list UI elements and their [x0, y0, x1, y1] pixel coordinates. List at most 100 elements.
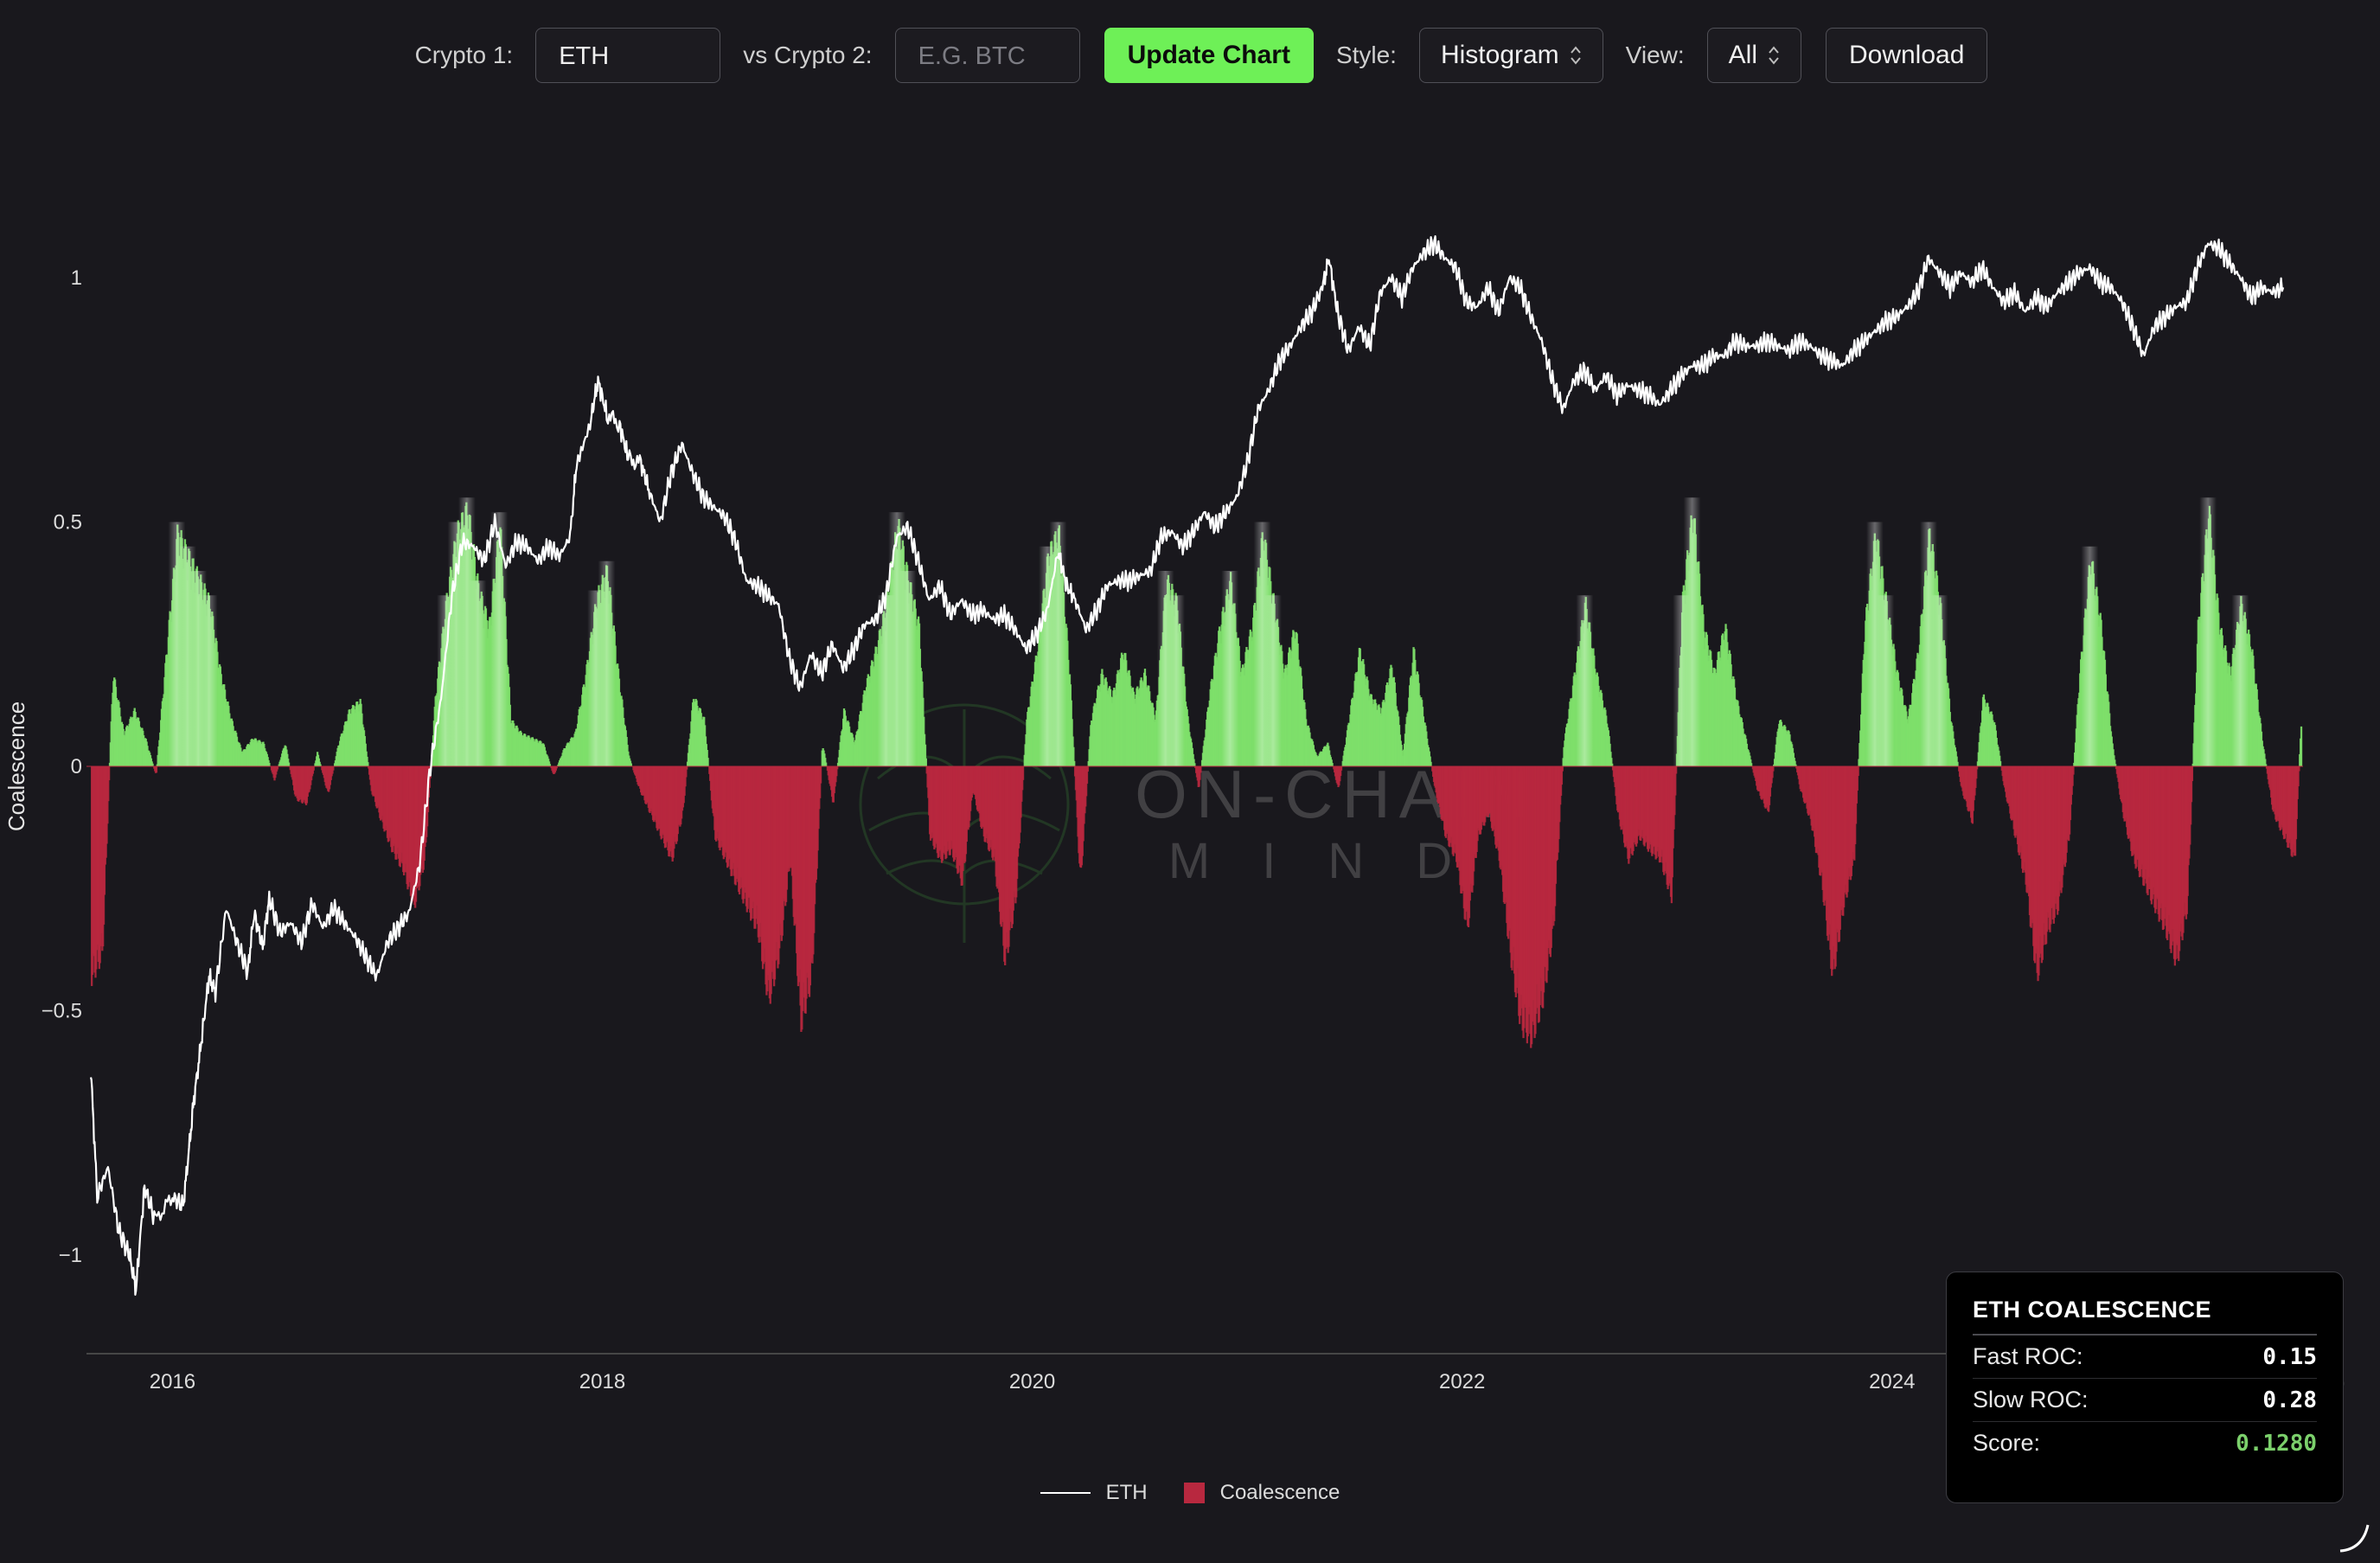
coalescence-bar — [268, 762, 271, 766]
watermark-line2: MIND — [1168, 833, 1504, 889]
view-label: View: — [1625, 42, 1685, 68]
coalescence-bar — [1955, 756, 1958, 766]
coalescence-bar — [1200, 766, 1202, 773]
coalescence-bar — [1856, 766, 1859, 791]
coalescence-bar — [2114, 759, 2116, 766]
coalescence-bar — [1611, 763, 1614, 766]
coalescence-bar — [1086, 766, 1090, 772]
coalescence-bar — [366, 756, 368, 766]
coalescence-bars — [86, 497, 2303, 1048]
coalescence-bar — [824, 758, 827, 766]
score-card-title: ETH COALESCENCE — [1973, 1297, 2317, 1336]
coalescence-bar — [155, 766, 158, 773]
bar-highlight — [490, 512, 509, 766]
coalescence-bar — [318, 761, 321, 766]
view-select[interactable]: All — [1706, 28, 1801, 83]
bar-highlight — [1877, 595, 1895, 766]
coalescence-bar — [1073, 760, 1076, 766]
coalescence-bar — [2264, 764, 2268, 766]
score-card: ETH COALESCENCE Fast ROC: 0.15 Slow ROC:… — [1946, 1272, 2344, 1503]
bar-highlight — [1264, 595, 1282, 766]
score-row: Score: 0.1280 — [1973, 1422, 2317, 1464]
fast-roc-label: Fast ROC: — [1973, 1343, 2083, 1369]
coalescence-bar — [819, 766, 822, 784]
fast-roc-value: 0.15 — [2262, 1343, 2317, 1370]
coalescence-bar — [1430, 761, 1432, 766]
style-select-value: Histogram — [1440, 41, 1559, 69]
up-down-chevron-icon — [1570, 45, 1582, 66]
coalescence-bar — [2191, 766, 2194, 782]
toolbar: Crypto 1: ETH vs Crypto 2: E.G. BTC Upda… — [0, 26, 2380, 85]
coalescence-bar — [2190, 766, 2193, 803]
x-tick-label: 2022 — [1439, 1370, 1485, 1393]
y-axis-label: Coalescence — [3, 701, 29, 831]
coalescence-bar — [1956, 761, 1959, 766]
update-chart-button[interactable]: Update Chart — [1104, 28, 1314, 83]
coalescence-bar — [107, 766, 110, 802]
bar-highlight — [469, 580, 487, 766]
coalescence-bar — [1085, 766, 1089, 785]
coalescence-bar — [1795, 764, 1797, 766]
bar-highlight — [1049, 522, 1067, 766]
y-tick-label: 1 — [71, 266, 82, 290]
coalescence-bar — [2114, 764, 2117, 766]
coalescence-bar — [1857, 766, 1859, 777]
coalescence-bar — [836, 766, 839, 770]
coalescence-bar — [1771, 766, 1774, 778]
legend-coalescence-label: Coalescence — [1219, 1481, 1340, 1504]
coalescence-bar — [2297, 766, 2300, 787]
coalescence-bar — [555, 766, 558, 769]
bar-highlight — [2231, 595, 2249, 766]
coalescence-bar — [824, 762, 828, 766]
score-value: 0.1280 — [2236, 1430, 2317, 1457]
crypto1-input[interactable]: ETH — [535, 28, 721, 83]
coalescence-bar — [1674, 766, 1678, 774]
style-select[interactable]: Histogram — [1418, 28, 1603, 83]
bar-highlight — [2199, 497, 2217, 766]
view-select-value: All — [1728, 41, 1757, 69]
x-tick-label: 2016 — [150, 1370, 195, 1393]
coalescence-bar — [332, 766, 335, 771]
y-tick-label: −1 — [59, 1244, 82, 1267]
coalescence-bar — [707, 758, 709, 766]
coalescence-bar — [151, 763, 154, 766]
download-button[interactable]: Download — [1825, 28, 1988, 83]
up-down-chevron-icon — [1768, 45, 1780, 66]
coalescence-bar — [1750, 759, 1752, 766]
y-tick-label: −0.5 — [42, 1000, 82, 1023]
bar-highlight — [2081, 546, 2099, 766]
score-label: Score: — [1973, 1430, 2041, 1456]
coalescence-bar — [1199, 766, 1201, 780]
coalescence-bar — [1561, 766, 1564, 772]
legend-coalescence-swatch — [1183, 1483, 1205, 1503]
coalescence-bar — [1193, 763, 1196, 766]
coalescence-bar — [1975, 766, 1978, 779]
coalescence-bar — [1999, 755, 2001, 766]
coalescence-bar — [1610, 758, 1613, 766]
coalescence-bar — [287, 762, 291, 766]
crypto2-input[interactable]: E.G. BTC — [894, 28, 1080, 83]
coalescence-bar — [924, 744, 927, 766]
coalescence-bar — [1340, 766, 1343, 771]
coalescence-bar — [319, 764, 322, 766]
resize-handle-icon[interactable] — [2337, 1520, 2371, 1554]
coalescence-bar — [630, 763, 632, 766]
coalescence-bar — [1674, 766, 1677, 796]
coalescence-bar — [1193, 759, 1195, 766]
crypto1-label: Crypto 1: — [414, 42, 514, 68]
bar-highlight — [200, 595, 218, 766]
coalescence-bar — [1429, 756, 1431, 766]
coalescence-bar — [924, 758, 927, 766]
coalescence-bar — [1999, 760, 2002, 766]
x-tick-label: 2018 — [579, 1370, 625, 1393]
eth-line-group — [89, 235, 2285, 1296]
fast-roc-row: Fast ROC: 0.15 — [1973, 1336, 2317, 1379]
y-tick-label: 0.5 — [54, 511, 82, 535]
crypto2-label: vs Crypto 2: — [743, 42, 873, 68]
slow-roc-value: 0.28 — [2262, 1387, 2317, 1413]
coalescence-bar — [1560, 766, 1564, 785]
coalescence-bar — [685, 766, 688, 778]
legend-eth-swatch — [1040, 1492, 1091, 1494]
coalescence-bar — [312, 766, 315, 771]
